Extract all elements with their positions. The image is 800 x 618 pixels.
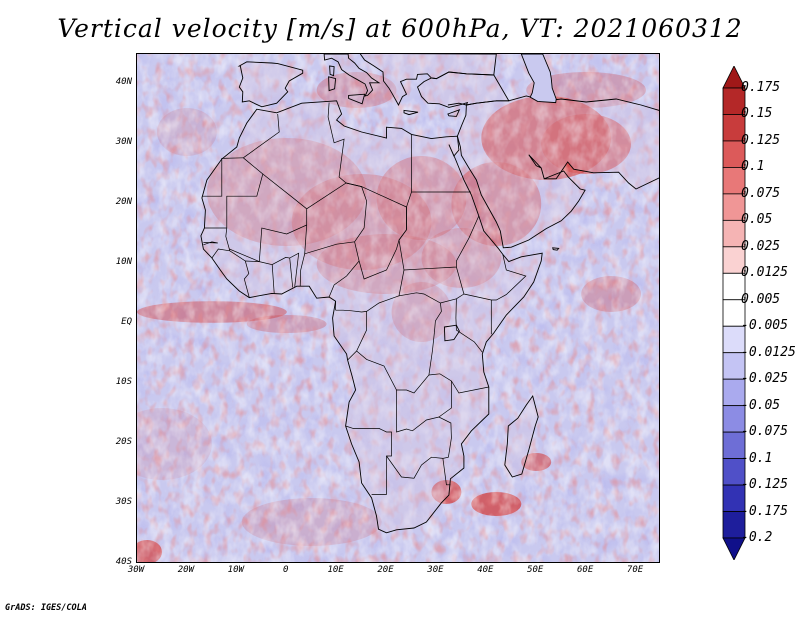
country-border [245, 260, 275, 294]
lon-tick-label: 10E [327, 565, 344, 575]
lon-tick-label: 20E [377, 565, 394, 575]
country-border [386, 455, 443, 479]
coastline [200, 100, 543, 534]
colorbar-tick-label: -0.2 [741, 530, 773, 545]
land-polygon [328, 76, 336, 91]
coastline [447, 109, 461, 117]
lat-tick-label: 10N [115, 257, 132, 267]
country-border [406, 134, 412, 230]
coastline [552, 247, 560, 251]
colorbar-tick-label: -0.025 [741, 371, 788, 387]
colorbar-tick-label: -0.075 [741, 424, 788, 440]
colorbar-tick-label: 0.175 [741, 80, 781, 95]
land-polygon [404, 110, 418, 115]
country-border [201, 157, 244, 197]
country-border [398, 215, 480, 271]
country-border [438, 381, 452, 418]
lon-tick-label: 0 [282, 565, 289, 575]
colorbar-tick-label: 0.075 [741, 185, 781, 201]
colorbar-tick-label: 0.125 [741, 132, 781, 148]
lat-tick-label: 40S [115, 557, 132, 567]
colorbar-tick-label: 0.15 [741, 106, 773, 122]
country-border [327, 102, 347, 184]
coastline [323, 54, 381, 97]
country-border [228, 248, 231, 251]
lat-tick-label: 20N [115, 197, 132, 207]
coastline [416, 71, 510, 108]
colorbar-tick-label: 0.0125 [741, 265, 788, 281]
coastline [348, 93, 366, 105]
coastline [504, 394, 539, 478]
country-border [289, 252, 300, 287]
country-border [398, 266, 465, 304]
lake-victoria [443, 324, 460, 342]
land-polygon [447, 109, 460, 117]
lat-tick-label: 10S [115, 377, 132, 387]
coastline [403, 109, 419, 116]
country-border [345, 425, 392, 495]
land-polygon [447, 96, 659, 248]
land-polygon [417, 72, 509, 108]
coastline [447, 95, 659, 249]
country-border [335, 295, 400, 313]
lon-tick-label: 40E [477, 565, 494, 575]
vertical-velocity-map [137, 54, 659, 562]
map-title: Vertical velocity [m/s] at 600hPa, VT: 2… [57, 14, 743, 43]
lon-tick-label: 70E [626, 565, 644, 575]
lon-tick-label: 30W [127, 565, 145, 575]
colorbar-tick-label: -0.125 [741, 477, 788, 493]
land-polygon [329, 66, 335, 76]
lat-tick-label: 30S [115, 497, 132, 507]
lat-tick-label: 40N [115, 77, 132, 87]
caspian-sea [520, 54, 557, 104]
lon-tick-label: 50E [527, 565, 544, 575]
land-polygon [324, 54, 379, 96]
country-border [356, 332, 435, 394]
lon-tick-label: 20W [177, 565, 195, 575]
country-border [434, 302, 442, 333]
credit-text: GrADS: IGES/COLA [5, 603, 87, 613]
colorbar [722, 66, 746, 560]
country-border [204, 157, 264, 229]
land-polygon [360, 54, 497, 105]
coastlines [200, 54, 659, 534]
lon-tick-label: 60E [577, 565, 594, 575]
colorbar-tick-label: -0.005 [741, 318, 788, 334]
country-border [346, 182, 407, 280]
country-border [203, 241, 218, 246]
colorbar-tick-label: 0.1 [741, 159, 765, 175]
colorbar-tick-label: -0.1 [741, 450, 773, 466]
land-polygon [200, 100, 543, 533]
colorbar-swatch [722, 537, 746, 560]
country-border [455, 298, 483, 353]
lat-tick-label: 20S [115, 437, 132, 447]
colorbar-tick-label: -0.0125 [741, 344, 796, 360]
colorbar-tick-label: -0.175 [741, 503, 788, 519]
africa-landmass [200, 54, 659, 533]
map-plot-area [136, 53, 660, 563]
country-border [299, 253, 306, 287]
country-border [225, 173, 308, 263]
coastline [329, 65, 335, 77]
colorbar-tick-label: -0.05 [741, 397, 781, 413]
lat-tick-label: 30N [115, 137, 132, 147]
lon-tick-label: 30E [427, 565, 444, 575]
colorbar-tick-label: 0.005 [741, 291, 781, 307]
land-polygon [504, 396, 539, 477]
country-borders [201, 102, 527, 495]
country-border [328, 260, 360, 298]
coastline [328, 76, 337, 92]
lon-tick-label: 10W [227, 565, 244, 575]
country-border [347, 311, 367, 361]
land-polygon [348, 94, 365, 104]
colorbar-tick-label: 0.025 [741, 238, 781, 254]
field-noise-texture [137, 54, 659, 562]
country-border [243, 113, 280, 159]
land-polygon [239, 61, 303, 107]
colorbar-tick-label: 0.05 [741, 212, 773, 228]
lat-tick-label: EQ [121, 317, 132, 327]
country-border [272, 257, 294, 288]
coastline [237, 61, 304, 108]
